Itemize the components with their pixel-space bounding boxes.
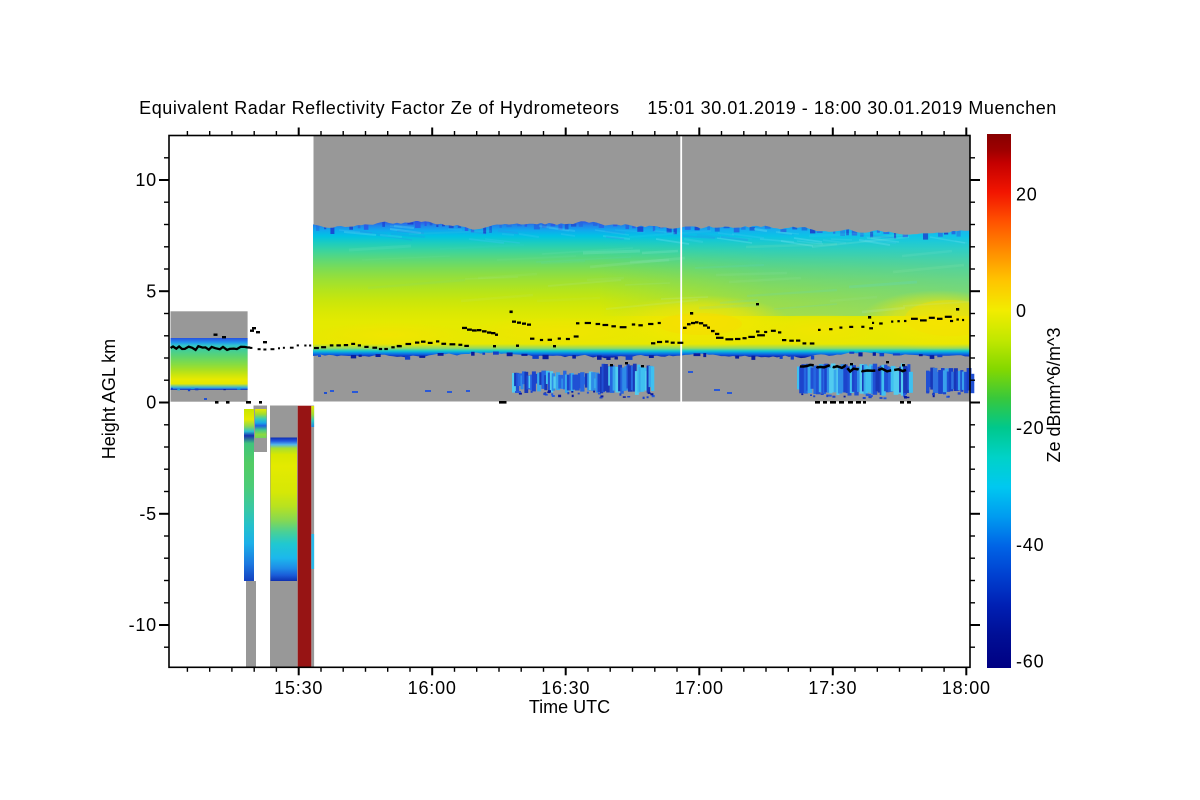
svg-text:16:00: 16:00: [408, 678, 457, 698]
svg-text:-5: -5: [139, 504, 157, 524]
svg-text:0: 0: [146, 393, 157, 413]
svg-text:5: 5: [146, 281, 157, 301]
svg-text:16:30: 16:30: [541, 678, 590, 698]
svg-text:-20: -20: [1016, 418, 1044, 438]
svg-text:17:00: 17:00: [675, 678, 724, 698]
svg-text:Ze dBmm^6/m^3: Ze dBmm^6/m^3: [1044, 328, 1064, 463]
svg-text:18:00: 18:00: [942, 678, 991, 698]
svg-text:-40: -40: [1016, 535, 1044, 555]
svg-text:17:30: 17:30: [808, 678, 857, 698]
svg-text:15:30: 15:30: [274, 678, 323, 698]
svg-text:Time UTC: Time UTC: [529, 697, 610, 717]
svg-text:20: 20: [1016, 185, 1038, 205]
svg-text:Height AGL km: Height AGL km: [99, 339, 119, 459]
svg-text:-10: -10: [129, 615, 157, 635]
svg-text:0: 0: [1016, 301, 1027, 321]
svg-text:10: 10: [135, 170, 157, 190]
svg-text:-60: -60: [1016, 652, 1044, 672]
svg-text:Equivalent Radar Reflectivity: Equivalent Radar Reflectivity Factor Ze …: [139, 98, 1057, 118]
